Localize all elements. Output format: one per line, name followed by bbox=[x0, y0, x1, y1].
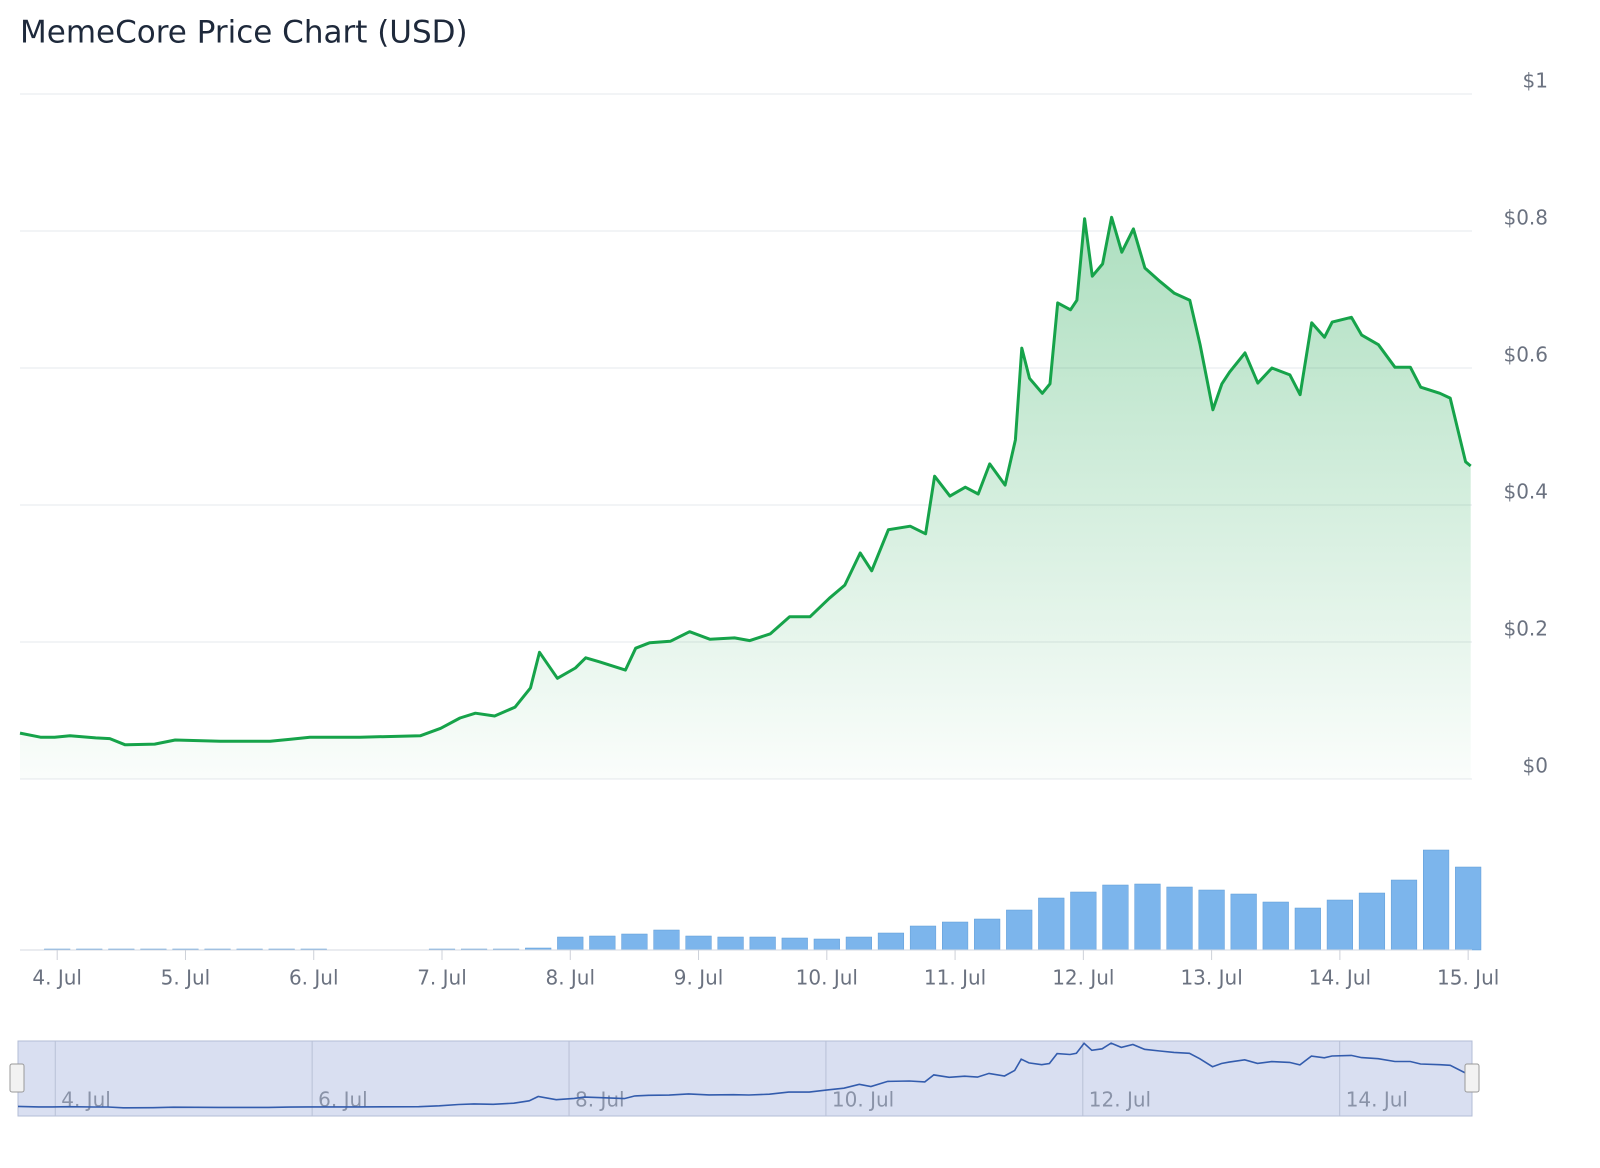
x-tick-label: 7. Jul bbox=[417, 966, 467, 990]
price-line bbox=[19, 215, 1472, 747]
volume-bar bbox=[1326, 899, 1353, 951]
navigator-line bbox=[17, 1042, 1471, 1109]
volume-bar bbox=[942, 921, 969, 951]
x-tick-label: 8. Jul bbox=[545, 966, 595, 990]
volume-bar bbox=[1102, 884, 1129, 951]
volume-bar bbox=[749, 936, 776, 951]
y-tick-label: $0.2 bbox=[1503, 617, 1548, 641]
volume-bar bbox=[781, 937, 808, 951]
navigator-tick-label: 14. Jul bbox=[1346, 1088, 1408, 1112]
volume-bar bbox=[1006, 909, 1033, 951]
y-tick-label: $0.4 bbox=[1503, 480, 1548, 504]
volume-bar bbox=[1198, 889, 1225, 951]
x-tick-label: 14. Jul bbox=[1309, 966, 1371, 990]
volume-bar bbox=[909, 925, 937, 951]
navigator-tick-label: 12. Jul bbox=[1089, 1088, 1151, 1112]
navigator-tick-label: 6. Jul bbox=[318, 1088, 368, 1112]
x-tick-label: 10. Jul bbox=[796, 966, 858, 990]
price-area bbox=[20, 217, 1471, 780]
volume-bar bbox=[1390, 879, 1418, 951]
chart-title: MemeCore Price Chart (USD) bbox=[20, 15, 468, 51]
x-tick-label: 5. Jul bbox=[161, 966, 211, 990]
x-tick-label: 11. Jul bbox=[924, 966, 986, 990]
volume-bar bbox=[974, 918, 1001, 951]
y-tick-label: $0.8 bbox=[1503, 206, 1548, 230]
x-tick-label: 13. Jul bbox=[1180, 966, 1242, 990]
navigator-tick-label: 4. Jul bbox=[61, 1088, 111, 1112]
volume-bar bbox=[1455, 866, 1482, 951]
volume-bar bbox=[717, 936, 744, 951]
volume-bar bbox=[653, 929, 680, 951]
volume-bar bbox=[589, 935, 616, 951]
navigator-handle[interactable] bbox=[9, 1063, 25, 1093]
volume-bar bbox=[813, 938, 840, 951]
volume-bar bbox=[557, 936, 584, 951]
navigator-tick-label: 8. Jul bbox=[575, 1088, 625, 1112]
volume-bar bbox=[685, 935, 712, 951]
volume-bar bbox=[1134, 883, 1161, 951]
volume-bar bbox=[1358, 892, 1386, 951]
volume-bar bbox=[1166, 886, 1193, 951]
volume-bar bbox=[621, 933, 648, 951]
x-tick-label: 6. Jul bbox=[289, 966, 339, 990]
volume-bar bbox=[1038, 897, 1065, 951]
navigator-tick-label: 10. Jul bbox=[832, 1088, 894, 1112]
x-tick-label: 12. Jul bbox=[1052, 966, 1114, 990]
volume-bar bbox=[1230, 893, 1257, 951]
volume-bar bbox=[1070, 891, 1097, 951]
volume-bar bbox=[1294, 907, 1321, 951]
x-tick-label: 15. Jul bbox=[1437, 966, 1499, 990]
y-tick-label: $0.6 bbox=[1503, 343, 1548, 367]
navigator-background bbox=[17, 1040, 1473, 1117]
y-tick-label: $0 bbox=[1523, 754, 1548, 778]
x-tick-label: 4. Jul bbox=[32, 966, 82, 990]
volume-bar bbox=[845, 936, 872, 951]
navigator-handle[interactable] bbox=[1464, 1063, 1480, 1093]
x-tick-label: 9. Jul bbox=[674, 966, 724, 990]
volume-bar bbox=[1262, 901, 1289, 951]
volume-bar bbox=[877, 932, 905, 951]
volume-bar bbox=[1423, 849, 1450, 951]
y-tick-label: $1 bbox=[1523, 69, 1548, 93]
